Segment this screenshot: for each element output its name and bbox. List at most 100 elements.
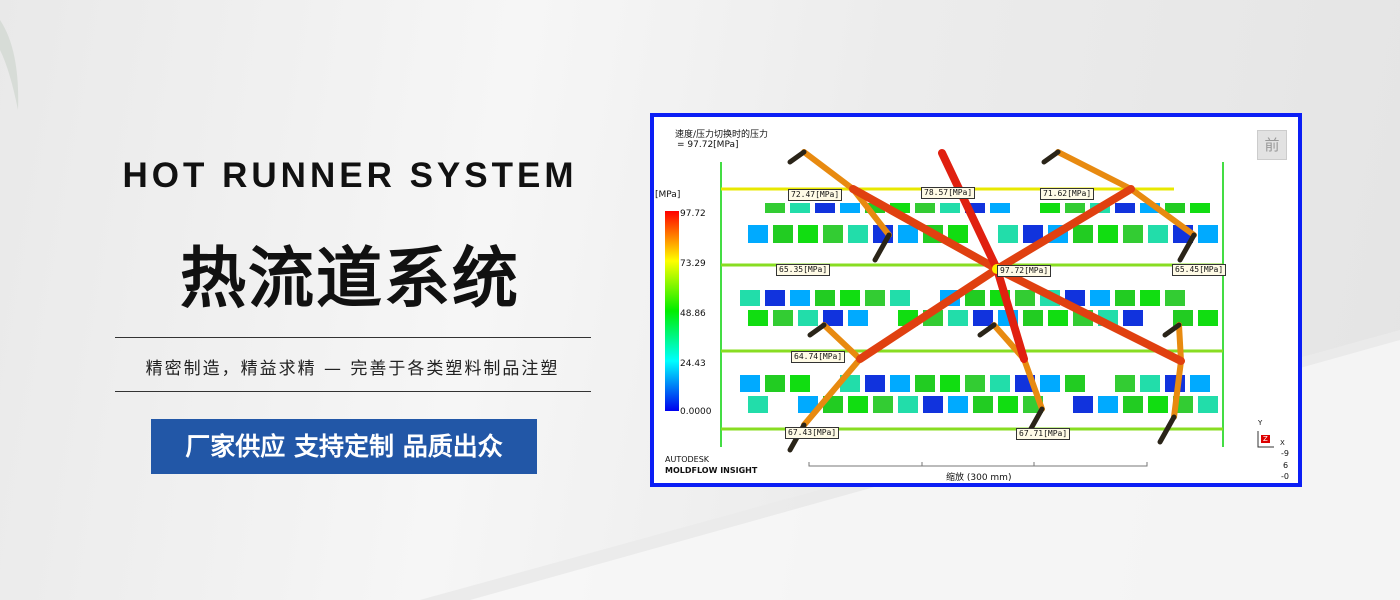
main-runner-arm — [849, 185, 1001, 273]
cavity-part — [1140, 290, 1160, 306]
cavity-part — [973, 396, 993, 413]
cavity-part — [748, 310, 768, 326]
cavity-part — [1190, 203, 1210, 213]
cavity-part — [748, 225, 768, 243]
cavity-part — [798, 225, 818, 243]
probe-pressure-label: 78.57[MPa] — [921, 187, 976, 199]
cavity-part — [1115, 203, 1135, 213]
view-front-button[interactable]: 前 — [1257, 130, 1287, 160]
cavity-part — [840, 203, 860, 213]
cavity-part — [1190, 375, 1210, 392]
cavity-part — [1115, 290, 1135, 306]
cavity-part — [773, 310, 793, 326]
cavity-part — [848, 310, 868, 326]
axis-readout-2: 6 — [1283, 461, 1289, 470]
unit-label: [MPa] — [655, 190, 681, 200]
sub-runner — [1171, 358, 1184, 420]
cavity-part — [1198, 310, 1218, 326]
cavity-part — [1173, 310, 1193, 326]
cavity-part — [948, 225, 968, 243]
sub-runner — [1021, 356, 1045, 412]
cavity-part — [948, 310, 968, 326]
cavity-part — [990, 203, 1010, 213]
nozzle — [1162, 322, 1182, 338]
sub-runner — [801, 149, 856, 192]
cavity-part — [1123, 225, 1143, 243]
sub-runner — [821, 322, 863, 362]
cavity-part — [1115, 375, 1135, 392]
cavity-part — [1065, 375, 1085, 392]
probe-pressure-label: 72.47[MPa] — [788, 189, 843, 201]
divider-top — [115, 337, 591, 338]
runner-simulation-graphic — [665, 149, 1274, 467]
sub-runner — [1176, 322, 1184, 364]
cavity-part — [965, 375, 985, 392]
cavity-part — [865, 375, 885, 392]
nozzle — [1157, 414, 1177, 445]
cavity-part — [840, 290, 860, 306]
cavity-part — [1198, 225, 1218, 243]
cavity-part — [815, 290, 835, 306]
cavity-part — [823, 225, 843, 243]
nozzle — [1041, 149, 1061, 165]
cavity-part — [1198, 396, 1218, 413]
probe-pressure-label: 97.72[MPa] — [997, 265, 1052, 277]
cavity-part — [923, 396, 943, 413]
axis-x-label: X — [1280, 439, 1285, 447]
cavity-part — [1148, 396, 1168, 413]
cavity-part — [790, 203, 810, 213]
scale-bar-label: 缩放 (300 mm) — [946, 473, 1012, 483]
cavity-part — [765, 375, 785, 392]
cavity-part — [890, 290, 910, 306]
cavity-part — [1015, 290, 1035, 306]
main-runner-arm — [993, 185, 1135, 273]
subtitle: 精密制造，精益求精 — 完善于各类塑料制品注塑 — [145, 359, 560, 379]
cavity-part — [873, 396, 893, 413]
sub-runner — [1128, 186, 1197, 238]
main-runner-arm — [993, 265, 1185, 365]
cta-banner[interactable]: 厂家供应 支持定制 品质出众 — [151, 419, 537, 474]
cavity-part — [965, 203, 985, 213]
palm-leaf-decoration — [0, 20, 19, 110]
main-runner-arm — [856, 265, 1001, 363]
cavity-part — [740, 375, 760, 392]
result-value: = 97.72[MPa] — [677, 140, 739, 150]
probe-pressure-label: 65.45[MPa] — [1172, 264, 1227, 276]
title-english: HOT RUNNER SYSTEM — [122, 156, 578, 195]
cavity-part — [748, 396, 768, 413]
cavity-part — [848, 225, 868, 243]
sub-runner — [1055, 149, 1134, 192]
cavity-part — [1098, 225, 1118, 243]
cavity-part — [898, 396, 918, 413]
cavity-part — [798, 310, 818, 326]
probe-pressure-label: 71.62[MPa] — [1040, 188, 1095, 200]
axis-triad — [1257, 431, 1274, 448]
scale-tick-label: 0.0000 — [680, 407, 712, 417]
cavity-part — [1040, 375, 1060, 392]
brand-autodesk: AUTODESK — [665, 455, 710, 464]
cavity-part — [965, 290, 985, 306]
scale-bar — [808, 462, 1148, 467]
title-chinese: 热流道系统 — [180, 240, 520, 317]
cavity-part — [998, 396, 1018, 413]
axis-readout-1: -9 — [1281, 449, 1289, 458]
cavity-part — [1040, 203, 1060, 213]
probe-pressure-label: 67.71[MPa] — [1016, 428, 1071, 440]
probe-pressure-label: 64.74[MPa] — [791, 351, 846, 363]
scale-tick-label: 48.86 — [680, 309, 706, 319]
cavity-part — [1140, 375, 1160, 392]
cavity-part — [890, 203, 910, 213]
cavity-part — [790, 290, 810, 306]
cavity-part — [1140, 203, 1160, 213]
cavity-part — [790, 375, 810, 392]
cavity-part — [1165, 203, 1185, 213]
scale-tick-label: 73.29 — [680, 259, 706, 269]
sub-runner — [801, 356, 863, 428]
cavity-part — [940, 375, 960, 392]
cavity-part — [940, 203, 960, 213]
cavity-part — [1073, 225, 1093, 243]
cavity-part — [1023, 310, 1043, 326]
simulation-panel: 速度/压力切换时的压力 = 97.72[MPa] 前 [MPa] 97.72 73… — [650, 113, 1302, 487]
color-scale-bar — [665, 211, 679, 411]
nozzle — [807, 322, 827, 338]
